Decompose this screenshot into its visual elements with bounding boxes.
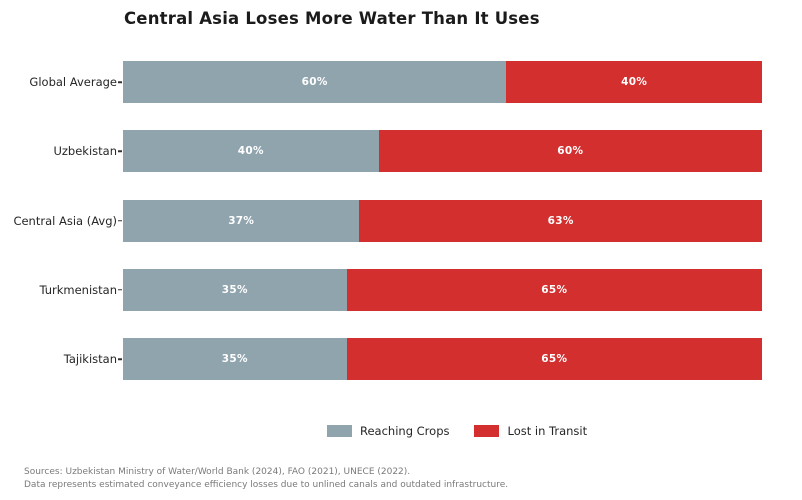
y-axis-tick	[118, 358, 122, 360]
bar-row-uzbekistan: Uzbekistan 40% 60%	[53, 130, 762, 173]
legend-label-lost-in-transit: Lost in Transit	[507, 424, 588, 438]
bar-row-global-average: Global Average 60% 40%	[29, 61, 762, 103]
bar-row-central-asia-avg: Central Asia (Avg) 37% 63%	[13, 199, 762, 242]
bar-segment-reaching-crops: 37%	[123, 199, 360, 242]
bar-segment-reaching-crops: 35%	[123, 338, 347, 381]
y-axis-label: Tajikistan	[63, 352, 117, 367]
bar-value-label: 60%	[557, 145, 584, 158]
y-axis-label: Central Asia (Avg)	[13, 213, 117, 228]
bar-value-label: 40%	[237, 145, 264, 158]
source-note-line-1: Sources: Uzbekistan Ministry of Water/Wo…	[24, 467, 411, 477]
bar-segment-lost-in-transit: 60%	[378, 130, 762, 173]
bar-value-label: 65%	[541, 353, 568, 366]
bar-segment-lost-in-transit: 63%	[359, 199, 762, 242]
source-note-line-2: Data represents estimated conveyance eff…	[24, 480, 509, 490]
legend-swatch-reaching-crops	[327, 425, 352, 437]
y-axis-label: Uzbekistan	[53, 144, 117, 159]
y-axis-tick	[118, 81, 122, 83]
bar-segment-reaching-crops: 40%	[123, 130, 379, 173]
plot-area: Global Average 60% 40% Uzbekistan 40% 60…	[13, 61, 762, 381]
legend-swatch-lost-in-transit	[474, 425, 500, 437]
y-axis-tick	[118, 289, 122, 291]
legend-item-lost-in-transit: Lost in Transit	[474, 424, 587, 438]
y-axis-label: Global Average	[29, 75, 117, 89]
y-axis-label: Turkmenistan	[39, 282, 117, 297]
bar-value-label: 35%	[221, 353, 248, 366]
source-note: Sources: Uzbekistan Ministry of Water/Wo…	[24, 466, 508, 492]
bar-value-label: 37%	[228, 214, 255, 227]
bar-value-label: 35%	[221, 283, 248, 296]
legend-label-reaching-crops: Reaching Crops	[360, 424, 450, 438]
bar-segment-lost-in-transit: 40%	[506, 61, 762, 103]
legend-item-reaching-crops: Reaching Crops	[327, 424, 449, 438]
bar-value-label: 63%	[547, 214, 574, 227]
y-axis-tick	[118, 150, 122, 153]
bar-segment-lost-in-transit: 65%	[346, 338, 762, 381]
bar-segment-reaching-crops: 60%	[123, 61, 507, 103]
bar-value-label: 40%	[621, 76, 648, 88]
bar-value-label: 65%	[541, 283, 568, 296]
bar-value-label: 60%	[301, 76, 328, 88]
chart-title: Central Asia Loses More Water Than It Us…	[124, 9, 540, 28]
legend: Reaching Crops Lost in Transit	[327, 424, 587, 438]
bar-row-tajikistan: Tajikistan 35% 65%	[64, 338, 762, 381]
bar-row-turkmenistan: Turkmenistan 35% 65%	[39, 268, 762, 311]
bar-segment-lost-in-transit: 65%	[346, 268, 762, 311]
y-axis-tick	[118, 219, 122, 222]
bar-segment-reaching-crops: 35%	[123, 268, 347, 311]
